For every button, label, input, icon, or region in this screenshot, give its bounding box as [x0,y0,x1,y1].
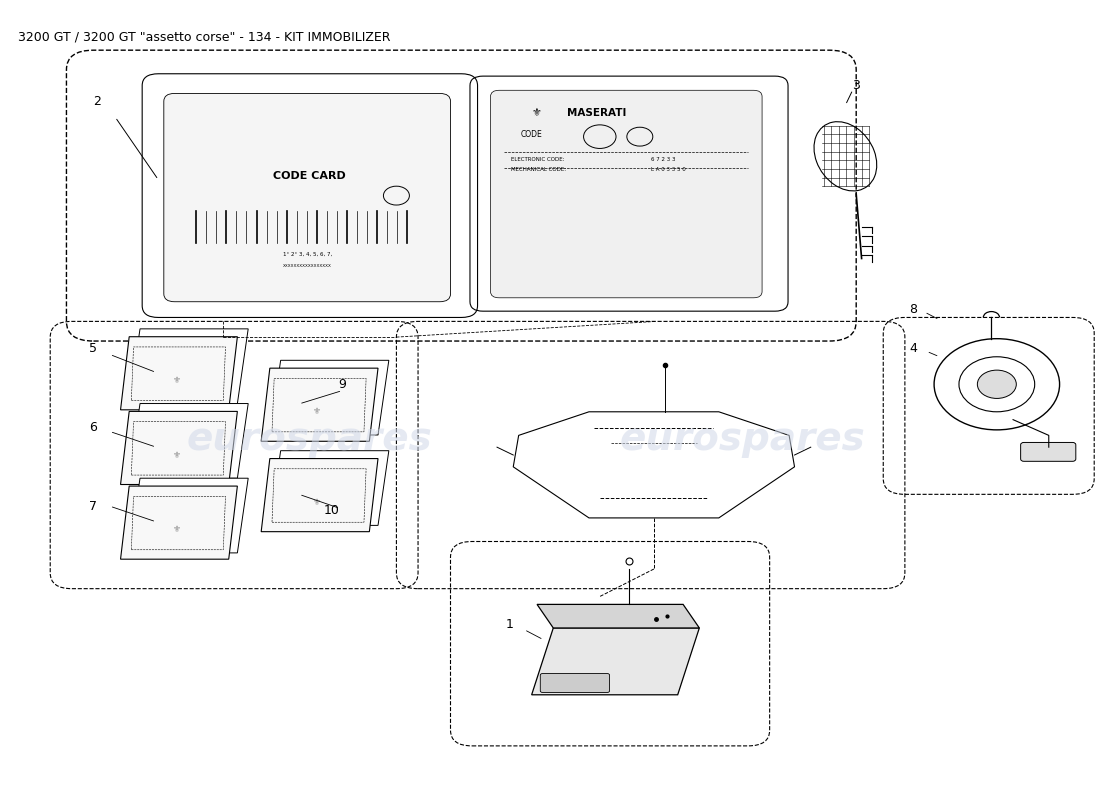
Text: ELECTRONIC CODE:: ELECTRONIC CODE: [512,157,564,162]
FancyBboxPatch shape [1021,442,1076,462]
Text: 6 7 2 3 3: 6 7 2 3 3 [650,157,675,162]
Text: ⚜: ⚜ [314,498,321,506]
Polygon shape [129,329,249,403]
Polygon shape [129,478,249,553]
Text: ⚜: ⚜ [532,108,542,118]
Text: 10: 10 [323,503,340,517]
Text: 5: 5 [89,342,98,355]
Text: ⚜: ⚜ [173,526,180,534]
Text: XXXXXXXXXXXXXXXXX: XXXXXXXXXXXXXXXXX [284,264,332,268]
Text: CODE: CODE [520,130,542,138]
Text: L A 0 3 3 5 0: L A 0 3 3 5 0 [650,167,685,172]
Text: ⚜: ⚜ [314,407,321,416]
Text: ⚜: ⚜ [173,450,180,459]
Polygon shape [129,403,249,478]
Text: CODE CARD: CODE CARD [274,171,346,181]
FancyBboxPatch shape [164,94,451,302]
Polygon shape [121,486,238,559]
Text: MECHANICAL CODE:: MECHANICAL CODE: [512,167,566,172]
FancyBboxPatch shape [540,674,609,693]
Text: 4: 4 [910,342,917,355]
Polygon shape [261,458,378,532]
Text: 6: 6 [89,421,98,434]
Polygon shape [121,411,238,485]
Polygon shape [531,628,700,694]
Polygon shape [537,604,700,628]
Text: eurospares: eurospares [187,420,432,458]
Text: 3200 GT / 3200 GT "assetto corse" - 134 - KIT IMMOBILIZER: 3200 GT / 3200 GT "assetto corse" - 134 … [18,30,390,43]
Text: 7: 7 [89,500,98,513]
Text: ⚜: ⚜ [173,376,180,385]
FancyBboxPatch shape [491,90,762,298]
Text: eurospares: eurospares [619,420,866,458]
Polygon shape [121,337,238,410]
Polygon shape [270,450,388,526]
Polygon shape [261,368,378,442]
Text: 3: 3 [852,79,860,92]
Polygon shape [270,360,388,435]
Circle shape [978,370,1016,398]
Text: MASERATI: MASERATI [566,108,626,118]
Text: 1: 1 [506,618,514,630]
Text: 2: 2 [92,94,101,108]
Text: 8: 8 [910,303,917,316]
Text: 1° 2° 3, 4, 5, 6, 7,: 1° 2° 3, 4, 5, 6, 7, [283,252,332,257]
Text: 9: 9 [339,378,346,390]
